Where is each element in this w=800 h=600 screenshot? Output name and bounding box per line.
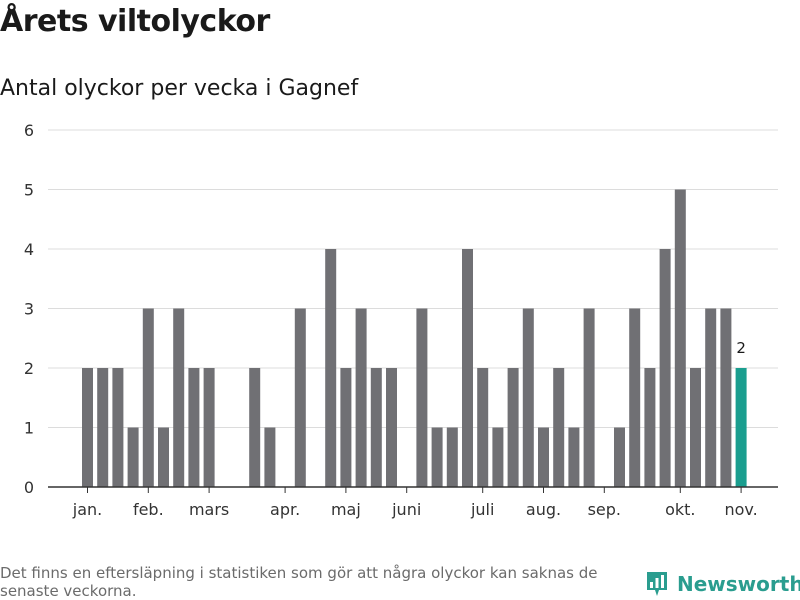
- bar: [249, 368, 261, 487]
- x-tick-label: apr.: [270, 500, 300, 519]
- x-tick-label: aug.: [526, 500, 561, 519]
- y-tick-label: 4: [24, 240, 34, 259]
- y-tick-label: 6: [24, 121, 34, 140]
- y-tick-label: 3: [24, 300, 34, 319]
- bar: [370, 368, 382, 487]
- bar: [492, 427, 504, 487]
- bar: [325, 249, 337, 487]
- bar: [264, 427, 276, 487]
- bar: [416, 308, 428, 487]
- bar: [690, 368, 701, 487]
- bar: [355, 308, 367, 487]
- bar: [203, 368, 215, 487]
- bar: [97, 368, 109, 487]
- bar: [674, 189, 686, 487]
- bar: [477, 368, 489, 487]
- axes: 0 1 2 3 4 5 6 jan. feb. mars apr. maj juni juli aug. se…: [24, 121, 778, 519]
- bar: [112, 368, 124, 487]
- bar: [583, 308, 595, 487]
- bar: [386, 368, 397, 487]
- x-tick-label: mars: [189, 500, 229, 519]
- x-tick-label: maj: [331, 500, 361, 519]
- bar: [188, 368, 200, 487]
- x-tick-label: jan.: [72, 500, 102, 519]
- y-tick-label: 2: [24, 359, 34, 378]
- x-tick-label: juni: [391, 500, 421, 519]
- brand-name: Newsworthy: [677, 572, 800, 596]
- bars: 2: [82, 189, 747, 487]
- brand-logo: Newsworthy: [645, 570, 800, 598]
- x-tick-label: juli: [470, 500, 494, 519]
- bar: [446, 427, 458, 487]
- x-tick-label: feb.: [133, 500, 164, 519]
- bar: [142, 308, 154, 487]
- bar: [127, 427, 139, 487]
- x-tick-label: sep.: [588, 500, 621, 519]
- bar: [522, 308, 534, 487]
- bar: [173, 308, 185, 487]
- x-tick-label: nov.: [724, 500, 757, 519]
- bar: [462, 249, 473, 487]
- bar-chart: 2 0 1 2 3 4 5 6 jan. feb. mars apr. maj juni juli aug.…: [24, 121, 778, 519]
- y-tick-label: 5: [24, 181, 34, 200]
- footnote: Det finns en eftersläpning i statistiken…: [0, 564, 598, 600]
- grid-lines: [48, 129, 778, 428]
- x-tick-label: okt.: [665, 500, 695, 519]
- newsworthy-logo-icon: [647, 572, 667, 596]
- y-tick-label: 1: [24, 419, 34, 438]
- bar: [158, 427, 169, 487]
- bar: [340, 368, 352, 487]
- bar: [568, 427, 580, 487]
- chart-subtitle: Antal olyckor per vecka i Gagnef: [0, 76, 359, 101]
- bar: [553, 368, 565, 487]
- bar: [644, 368, 656, 487]
- bar: [720, 308, 732, 487]
- bar: [431, 427, 443, 487]
- bar-highlight: [735, 368, 747, 487]
- bar: [659, 249, 671, 487]
- bar: [538, 427, 549, 487]
- bar: [294, 308, 306, 487]
- bar: [629, 308, 641, 487]
- bar-data-label: 2: [736, 339, 746, 357]
- bar: [82, 368, 93, 487]
- bar: [507, 368, 519, 487]
- y-tick-label: 0: [24, 478, 34, 497]
- bar: [705, 308, 717, 487]
- chart-title: Årets viltolyckor: [0, 4, 270, 39]
- bar: [614, 427, 625, 487]
